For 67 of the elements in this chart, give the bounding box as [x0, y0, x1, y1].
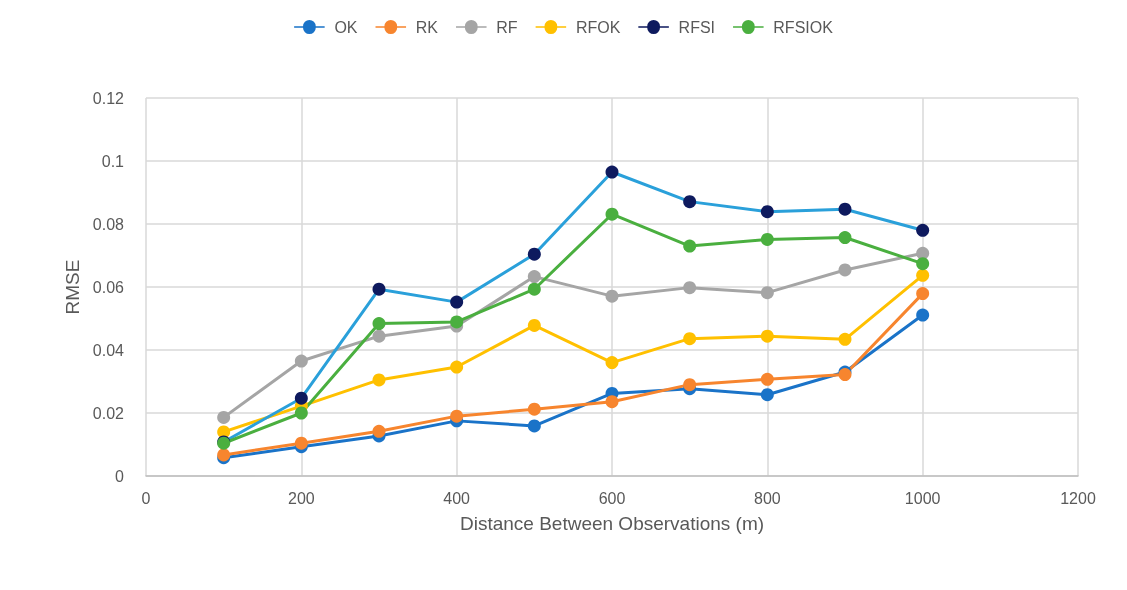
point [527, 270, 541, 284]
point [760, 372, 774, 386]
point [372, 424, 386, 438]
x-tick-label: 200 [287, 489, 315, 507]
point [760, 388, 774, 402]
point [294, 391, 308, 405]
point [916, 257, 930, 271]
point [760, 286, 774, 300]
legend-label: RFSI [678, 18, 716, 36]
point [527, 247, 541, 261]
y-axis-title: RMSE [61, 259, 83, 315]
legend-label: RF [496, 18, 518, 36]
point [683, 378, 697, 392]
point [760, 329, 774, 343]
x-tick-label: 800 [753, 489, 781, 507]
point [838, 231, 852, 245]
point [450, 409, 464, 423]
point [605, 165, 619, 179]
point [683, 239, 697, 253]
x-tick-label: 0 [141, 489, 151, 507]
point [294, 436, 308, 450]
point [294, 406, 308, 420]
point [838, 263, 852, 277]
point [372, 317, 386, 331]
point [527, 419, 541, 433]
x-tick-label: 1000 [904, 489, 941, 507]
y-tick-label: 0.08 [92, 215, 125, 233]
point [916, 268, 930, 282]
point [838, 332, 852, 346]
point [217, 410, 231, 424]
point [916, 287, 930, 301]
point [683, 332, 697, 346]
legend-label: OK [334, 18, 358, 36]
point [916, 223, 930, 237]
point [916, 308, 930, 322]
y-tick-label: 0.02 [92, 404, 125, 422]
point [838, 202, 852, 216]
point [527, 318, 541, 332]
point [605, 289, 619, 303]
point [372, 329, 386, 343]
point [605, 395, 619, 409]
point [294, 354, 308, 368]
point [450, 315, 464, 329]
x-tick-label: 600 [598, 489, 626, 507]
point [683, 195, 697, 209]
point [605, 207, 619, 221]
y-tick-label: 0.06 [92, 278, 125, 296]
point [527, 282, 541, 296]
legend-label: RK [415, 18, 439, 36]
point [450, 295, 464, 309]
legend-label: RFSIOK [773, 18, 834, 36]
point [760, 232, 774, 246]
y-tick-label: 0.04 [92, 341, 125, 359]
y-tick-label: 0.1 [101, 152, 125, 170]
x-tick-label: 400 [443, 489, 471, 507]
point [683, 281, 697, 295]
y-tick-label: 0.12 [92, 89, 125, 107]
point [450, 360, 464, 374]
y-tick-label: 0 [115, 467, 125, 485]
point [372, 373, 386, 387]
x-axis-title: Distance Between Observations (m) [459, 513, 765, 534]
point [605, 356, 619, 370]
point [372, 282, 386, 296]
x-tick-label: 1200 [1060, 489, 1096, 507]
point [527, 402, 541, 416]
legend-label: RFOK [575, 18, 621, 36]
point [760, 205, 774, 219]
